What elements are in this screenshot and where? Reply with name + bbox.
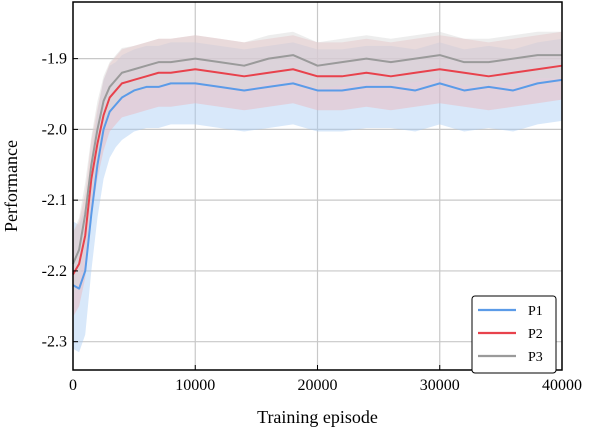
legend-box: [471, 295, 557, 374]
y-tick-label: -1.9: [42, 51, 67, 68]
legend-label-p3: P3: [528, 350, 543, 365]
x-tick-label: 0: [69, 377, 77, 394]
line-p3: [72, 54, 562, 265]
legend-label-p2: P2: [528, 327, 543, 342]
series-lines: [72, 54, 563, 290]
band-p1: [73, 38, 562, 353]
y-tick-label: -2.3: [42, 334, 67, 351]
x-tick-label: 30000: [420, 377, 460, 394]
x-tick-label: 10000: [175, 377, 215, 394]
axis-ticks: 0 10000 20000 30000 40000 -2.3 -2.2 -2.1 -2.0 -1.…: [42, 51, 582, 394]
y-tick-label: -2.2: [42, 263, 67, 280]
y-tick-label: -2.0: [42, 121, 67, 138]
band-p2: [73, 31, 562, 317]
legend: P1 P2 P3: [471, 295, 557, 374]
y-axis-label: Performance: [1, 140, 21, 232]
legend-label-p1: P1: [528, 304, 543, 319]
grid: [72, 2, 563, 370]
y-tick-label: -2.1: [42, 192, 67, 209]
x-tick-label: 20000: [298, 377, 338, 394]
x-axis-label: Training episode: [257, 407, 378, 427]
line-p1: [72, 78, 563, 290]
x-tick-label: 40000: [542, 377, 582, 394]
line-p2: [72, 64, 563, 275]
